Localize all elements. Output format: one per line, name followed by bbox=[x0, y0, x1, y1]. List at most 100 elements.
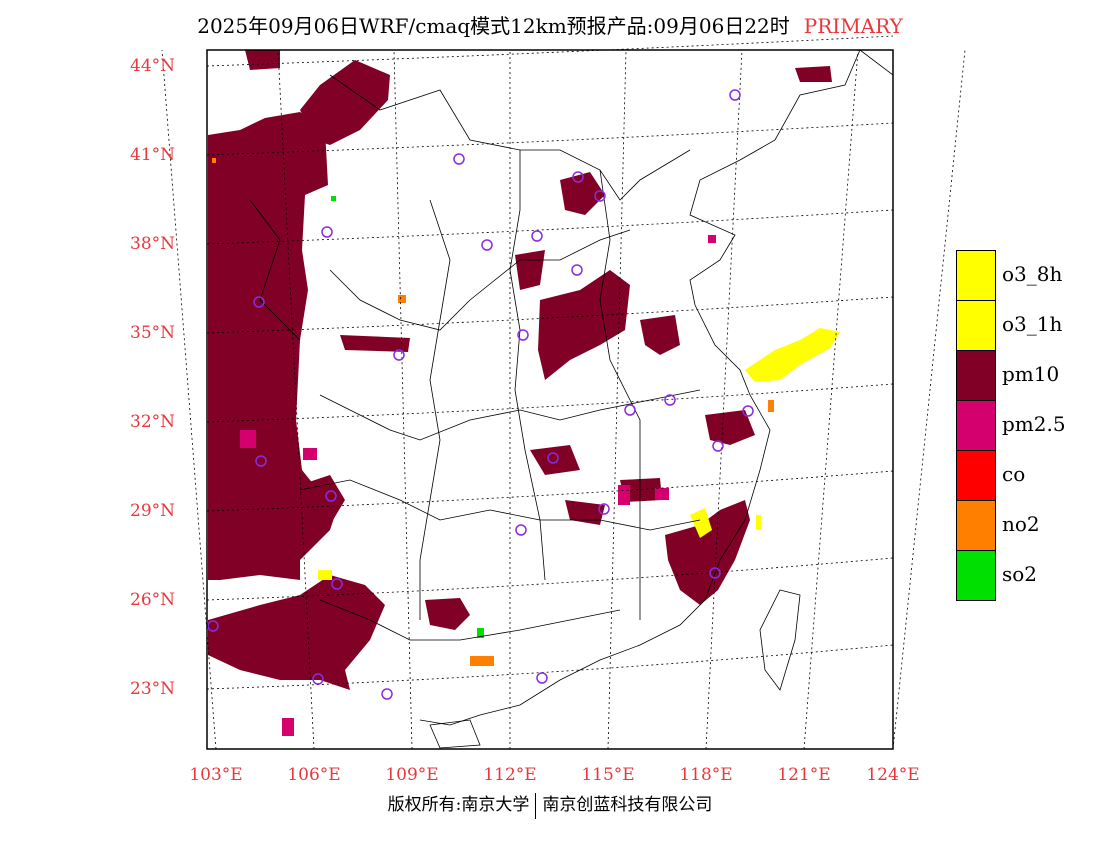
longitude-gridline bbox=[892, 49, 966, 750]
lon-tick-label: 103°E bbox=[189, 765, 243, 785]
lon-tick-label: 118°E bbox=[679, 765, 733, 785]
lat-tick-label: 29°N bbox=[130, 501, 176, 521]
station-marker bbox=[624, 404, 636, 416]
copyright: 版权所有:南京大学 南京创蓝科技有限公司 bbox=[0, 790, 1100, 819]
so2-spot bbox=[477, 628, 484, 638]
pm25-field-layer bbox=[240, 235, 716, 736]
latitude-gridline bbox=[206, 35, 894, 67]
map-frame bbox=[206, 49, 894, 750]
station-markers bbox=[207, 89, 754, 700]
province-border bbox=[299, 479, 701, 531]
pm10-henan-anhui bbox=[538, 270, 630, 380]
province-border bbox=[329, 74, 691, 201]
pm10-hubei-patch bbox=[530, 445, 580, 475]
province-border bbox=[319, 599, 621, 641]
legend-swatch bbox=[956, 500, 996, 550]
station-marker bbox=[331, 578, 343, 590]
province-border bbox=[249, 199, 301, 341]
lat-tick-label: 44°N bbox=[130, 56, 176, 76]
longitude-gridline bbox=[277, 49, 315, 750]
pm10-hebei-patch bbox=[560, 172, 605, 215]
pm10-top-left-block bbox=[245, 50, 280, 70]
o3-fujian-patch bbox=[690, 508, 712, 538]
station-marker bbox=[253, 296, 265, 308]
lon-tick-label: 124°E bbox=[866, 765, 920, 785]
station-marker bbox=[312, 673, 324, 685]
legend-swatch bbox=[956, 250, 996, 300]
pm25-spot bbox=[618, 485, 630, 505]
lat-tick-label: 32°N bbox=[130, 412, 176, 432]
o3-spot bbox=[318, 570, 332, 580]
legend-item: o3_1h bbox=[956, 300, 1096, 350]
province-border bbox=[509, 150, 546, 581]
station-marker bbox=[393, 349, 405, 361]
boundary-lines bbox=[249, 49, 894, 749]
station-marker bbox=[709, 567, 721, 579]
copyright-left: 版权所有:南京大学 bbox=[387, 795, 530, 815]
station-marker bbox=[481, 239, 493, 251]
legend-label: o3_8h bbox=[1002, 262, 1063, 286]
lat-tick-label: 41°N bbox=[130, 145, 176, 165]
copyright-right: 南京创蓝科技有限公司 bbox=[542, 795, 713, 815]
lon-tick-label: 115°E bbox=[581, 765, 635, 785]
legend-swatch bbox=[956, 350, 996, 400]
station-marker bbox=[255, 455, 267, 467]
coastline bbox=[419, 49, 894, 726]
so2-spot bbox=[331, 196, 336, 201]
legend-label: so2 bbox=[1002, 562, 1038, 586]
lon-tick-label: 106°E bbox=[287, 765, 341, 785]
lat-tick-label: 35°N bbox=[130, 323, 176, 343]
station-marker bbox=[515, 524, 527, 536]
station-marker bbox=[547, 452, 559, 464]
station-marker bbox=[594, 190, 606, 202]
station-marker bbox=[207, 620, 219, 632]
legend: o3_8h o3_1h pm10 pm2.5 co no2 so2 bbox=[956, 250, 1096, 601]
so2-field-layer bbox=[331, 196, 484, 638]
pm25-spot bbox=[303, 448, 317, 460]
legend-item: pm10 bbox=[956, 350, 1096, 400]
legend-swatch bbox=[956, 400, 996, 450]
province-border bbox=[419, 199, 451, 620]
no2-spot bbox=[398, 295, 406, 303]
legend-label: pm2.5 bbox=[1002, 412, 1066, 436]
legend-label: co bbox=[1002, 462, 1026, 486]
longitude-gridline bbox=[607, 49, 627, 750]
pm10-fujian-block bbox=[665, 500, 750, 605]
station-marker bbox=[325, 490, 337, 502]
pm25-spot bbox=[708, 235, 716, 243]
longitude-gridline bbox=[393, 49, 413, 750]
legend-item: so2 bbox=[956, 550, 1096, 601]
pm10-shanxi-patch bbox=[515, 250, 545, 290]
longitude-gridline bbox=[803, 49, 859, 750]
o3-spot bbox=[756, 515, 761, 529]
province-border bbox=[599, 169, 641, 620]
pm10-gansu-band bbox=[340, 335, 410, 352]
pm10-jiangsu-patch bbox=[640, 315, 680, 355]
station-marker bbox=[729, 89, 741, 101]
pm10-southwest-band bbox=[208, 575, 385, 690]
no2-field-layer bbox=[212, 158, 774, 666]
legend-label: no2 bbox=[1002, 512, 1040, 536]
latitude-gridline bbox=[206, 209, 894, 245]
station-marker bbox=[712, 440, 724, 452]
pm10-northwest-block bbox=[300, 60, 390, 145]
longitude-gridline bbox=[705, 49, 743, 750]
station-marker bbox=[321, 226, 333, 238]
station-marker bbox=[598, 503, 610, 515]
title-main: 2025年09月06日WRF/cmaq模式12km预报产品:09月06日22时 bbox=[197, 14, 790, 38]
legend-label: pm10 bbox=[1002, 362, 1060, 386]
copyright-separator bbox=[535, 792, 537, 819]
pm25-spot bbox=[240, 430, 256, 448]
no2-spot bbox=[212, 158, 216, 163]
pm10-zhejiang-patch bbox=[705, 410, 755, 445]
station-marker bbox=[517, 329, 529, 341]
lon-tick-label: 109°E bbox=[385, 765, 439, 785]
province-border bbox=[319, 389, 701, 441]
pm10-neimeng-patch bbox=[795, 66, 832, 82]
lon-tick-label: 112°E bbox=[483, 765, 537, 785]
pm25-spot bbox=[282, 718, 294, 736]
pm10-hunan-patch bbox=[565, 500, 605, 525]
o3-field-layer bbox=[318, 328, 840, 580]
lat-tick-label: 23°N bbox=[130, 679, 176, 699]
map-title: 2025年09月06日WRF/cmaq模式12km预报产品:09月06日22时 P… bbox=[0, 10, 1100, 39]
